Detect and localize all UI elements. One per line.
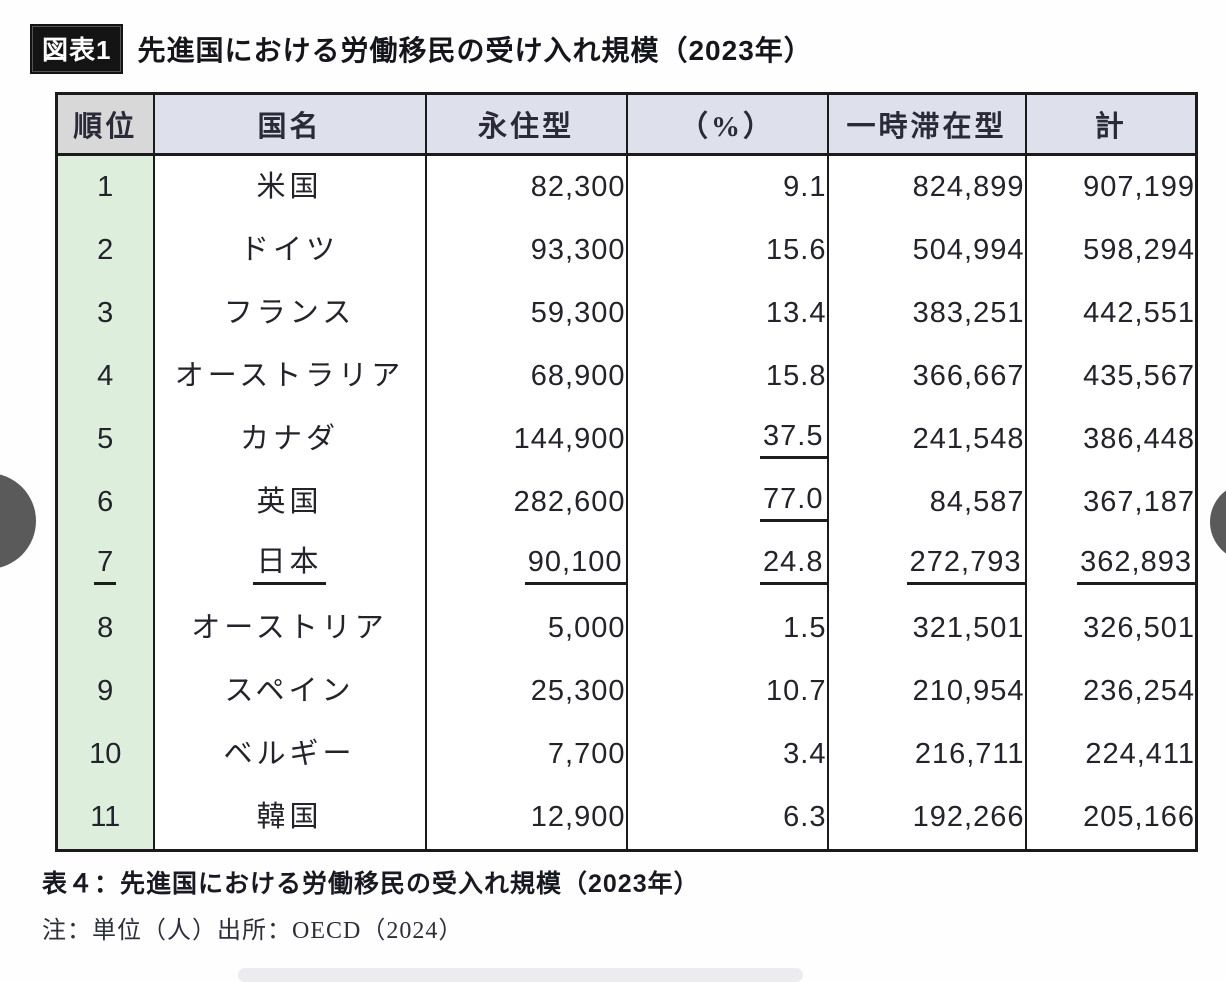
cell-temporary: 241,548 xyxy=(826,408,1026,471)
cell-total: 435,567 xyxy=(1024,345,1197,408)
column-header-country: 国名 xyxy=(152,93,426,156)
cell-percent: 10.7 xyxy=(625,660,828,723)
cell-rank: 10 xyxy=(56,723,154,786)
table-row: 4 オーストラリア 68,900 15.8 366,667 435,567 xyxy=(56,345,1197,408)
table-header-row: 順位 国名 永住型 （%） 一時滞在型 計 xyxy=(56,93,1197,156)
cell-country: 日本 xyxy=(152,534,426,597)
cell-country: カナダ xyxy=(152,408,426,471)
next-content-edge xyxy=(238,968,803,982)
column-header-rank: 順位 xyxy=(56,93,154,156)
cell-rank: 11 xyxy=(56,786,154,851)
cell-permanent: 144,900 xyxy=(424,408,627,471)
cell-total: 907,199 xyxy=(1024,154,1197,219)
cell-temporary: 192,266 xyxy=(826,786,1026,851)
cell-country: 米国 xyxy=(152,154,426,219)
cell-temporary: 272,793 xyxy=(826,534,1026,597)
cell-permanent: 25,300 xyxy=(424,660,627,723)
cell-total: 362,893 xyxy=(1024,534,1197,597)
cell-percent: 3.4 xyxy=(625,723,828,786)
cell-permanent: 59,300 xyxy=(424,282,627,345)
cell-total: 236,254 xyxy=(1024,660,1197,723)
page-title: 先進国における労働移民の受け入れ規模（2023年） xyxy=(137,35,813,66)
cell-temporary: 504,994 xyxy=(826,219,1026,282)
table-row: 11 韓国 12,900 6.3 192,266 205,166 xyxy=(56,786,1197,851)
cell-country: オーストラリア xyxy=(152,345,426,408)
cell-rank: 4 xyxy=(56,345,154,408)
cell-total: 367,187 xyxy=(1024,471,1197,534)
cell-temporary: 216,711 xyxy=(826,723,1026,786)
cell-country: オーストリア xyxy=(152,597,426,660)
cell-percent: 24.8 xyxy=(625,534,828,597)
cell-country: 英国 xyxy=(152,471,426,534)
table-row: 8 オーストリア 5,000 1.5 321,501 326,501 xyxy=(56,597,1197,660)
table-row: 1 米国 82,300 9.1 824,899 907,199 xyxy=(56,154,1197,219)
cell-total: 326,501 xyxy=(1024,597,1197,660)
cell-temporary: 824,899 xyxy=(826,154,1026,219)
table-row: 9 スペイン 25,300 10.7 210,954 236,254 xyxy=(56,660,1197,723)
column-header-percent: （%） xyxy=(625,93,828,156)
figure-header: 図表1 先進国における労働移民の受け入れ規模（2023年） xyxy=(30,24,813,74)
table-row: 5 カナダ 144,900 37.5 241,548 386,448 xyxy=(56,408,1197,471)
cell-percent: 13.4 xyxy=(625,282,828,345)
table-body: 1 米国 82,300 9.1 824,899 907,199 2 ドイツ 93… xyxy=(56,154,1197,851)
cell-permanent: 7,700 xyxy=(424,723,627,786)
cell-country: フランス xyxy=(152,282,426,345)
cell-rank: 7 xyxy=(56,534,154,597)
carousel-prev-button[interactable] xyxy=(0,473,36,569)
column-header-permanent: 永住型 xyxy=(424,93,627,156)
cell-country: スペイン xyxy=(152,660,426,723)
cell-rank: 5 xyxy=(56,408,154,471)
source-note: 注：単位（人）出所：OECD（2024） xyxy=(42,918,464,944)
table-caption: 表４：先進国における労働移民の受入れ規模（2023年） xyxy=(42,870,700,898)
figure-label-badge: 図表1 xyxy=(30,24,124,74)
cell-permanent: 282,600 xyxy=(424,471,627,534)
table-row: 10 ベルギー 7,700 3.4 216,711 224,411 xyxy=(56,723,1197,786)
cell-percent: 9.1 xyxy=(625,154,828,219)
cell-total: 598,294 xyxy=(1024,219,1197,282)
cell-country: 韓国 xyxy=(152,786,426,851)
cell-total: 224,411 xyxy=(1024,723,1197,786)
cell-percent: 37.5 xyxy=(625,408,828,471)
cell-rank: 8 xyxy=(56,597,154,660)
table-row: 2 ドイツ 93,300 15.6 504,994 598,294 xyxy=(56,219,1197,282)
cell-percent: 77.0 xyxy=(625,471,828,534)
cell-total: 386,448 xyxy=(1024,408,1197,471)
cell-permanent: 93,300 xyxy=(424,219,627,282)
cell-temporary: 383,251 xyxy=(826,282,1026,345)
cell-percent: 15.8 xyxy=(625,345,828,408)
cell-percent: 1.5 xyxy=(625,597,828,660)
cell-permanent: 12,900 xyxy=(424,786,627,851)
cell-rank: 2 xyxy=(56,219,154,282)
cell-rank: 3 xyxy=(56,282,154,345)
cell-permanent: 5,000 xyxy=(424,597,627,660)
cell-temporary: 84,587 xyxy=(826,471,1026,534)
cell-rank: 1 xyxy=(56,154,154,219)
table-row: 6 英国 282,600 77.0 84,587 367,187 xyxy=(56,471,1197,534)
cell-rank: 6 xyxy=(56,471,154,534)
cell-permanent: 82,300 xyxy=(424,154,627,219)
column-header-temporary: 一時滞在型 xyxy=(826,93,1026,156)
cell-rank: 9 xyxy=(56,660,154,723)
cell-temporary: 366,667 xyxy=(826,345,1026,408)
cell-temporary: 210,954 xyxy=(826,660,1026,723)
cell-country: ベルギー xyxy=(152,723,426,786)
migration-table: 順位 国名 永住型 （%） 一時滞在型 計 1 米国 82,300 9.1 82… xyxy=(55,92,1198,852)
cell-country: ドイツ xyxy=(152,219,426,282)
cell-percent: 15.6 xyxy=(625,219,828,282)
cell-total: 205,166 xyxy=(1024,786,1197,851)
cell-percent: 6.3 xyxy=(625,786,828,851)
cell-permanent: 68,900 xyxy=(424,345,627,408)
cell-temporary: 321,501 xyxy=(826,597,1026,660)
table-row: 3 フランス 59,300 13.4 383,251 442,551 xyxy=(56,282,1197,345)
carousel-next-button[interactable] xyxy=(1210,483,1226,561)
cell-total: 442,551 xyxy=(1024,282,1197,345)
column-header-total: 計 xyxy=(1024,93,1197,156)
table-row: 7 日本 90,100 24.8 272,793 362,893 xyxy=(56,534,1197,597)
cell-permanent: 90,100 xyxy=(424,534,627,597)
